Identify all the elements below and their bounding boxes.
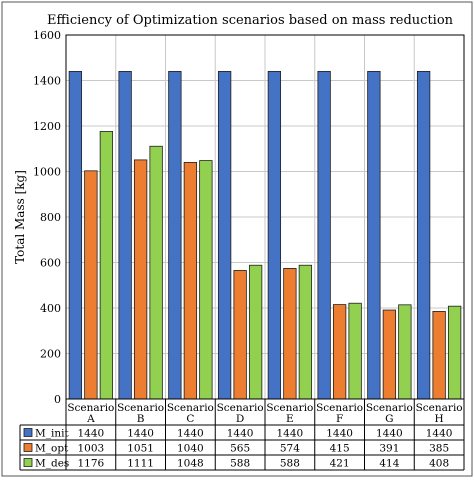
chart-title: Efficiency of Optimization scenarios bas… <box>47 13 454 28</box>
category-label: D <box>236 413 244 425</box>
category-label: Scenario <box>266 402 313 414</box>
table-cell-value: 1048 <box>177 458 204 470</box>
y-tick-label: 0 <box>54 393 61 406</box>
table-cell-value: 1440 <box>127 428 154 440</box>
table-cell-value: 385 <box>429 443 449 455</box>
table-cell-value: 1440 <box>177 428 204 440</box>
category-label: G <box>385 413 393 425</box>
legend-label: M_opt <box>35 443 69 455</box>
table-cell-value: 1051 <box>127 443 154 455</box>
bar-m-des-e <box>298 264 313 400</box>
y-tick-labels: 0 200 400 600 800 1000 1200 1400 1600 <box>33 29 61 406</box>
y-tick-label: 200 <box>40 348 61 361</box>
bar-m-init-d <box>217 71 232 400</box>
table-cell-value: 588 <box>280 458 300 470</box>
bar-m-opt-h <box>432 311 446 400</box>
table-cell-value: 1440 <box>376 428 403 440</box>
bar-m-init-h <box>416 71 431 400</box>
legend-label: M_des <box>35 458 69 470</box>
bar-m-opt-d <box>233 270 247 400</box>
table-cell-value: 1440 <box>426 428 453 440</box>
category-label: Scenario <box>366 402 413 414</box>
gridlines <box>66 34 464 400</box>
table-cell-value: 565 <box>230 443 250 455</box>
table-cell-value: 1111 <box>127 458 154 470</box>
bar-m-opt-f <box>332 304 347 400</box>
bar-m-des-h <box>447 305 462 400</box>
y-tick-label: 1200 <box>33 120 61 133</box>
y-tick-label: 1000 <box>33 166 61 179</box>
legend-key <box>23 428 33 437</box>
category-label: H <box>435 413 444 425</box>
y-tick-label: 800 <box>40 211 61 224</box>
table-cell-value: 588 <box>230 458 250 470</box>
category-label: Scenario <box>167 402 214 414</box>
category-label: E <box>286 413 294 425</box>
legend-key <box>23 443 33 452</box>
category-label: Scenario <box>316 402 363 414</box>
bar-m-opt-g <box>382 309 397 400</box>
table-cell-value: 414 <box>379 458 399 470</box>
y-tick-label: 600 <box>40 257 61 270</box>
table-cell-value: 391 <box>379 443 399 455</box>
bar-m-init-e <box>267 71 282 400</box>
bar-m-init-c <box>168 71 182 400</box>
bar-m-opt-e <box>283 268 297 400</box>
table-cell-value: 1040 <box>177 443 204 455</box>
y-tick-label: 1400 <box>33 75 61 88</box>
bar-m-init-a <box>68 71 83 400</box>
table-cell-value: 1440 <box>277 428 304 440</box>
bar-m-des-d <box>248 264 263 400</box>
bar-m-des-a <box>99 131 114 400</box>
bar-m-opt-b <box>133 159 148 400</box>
category-label: Scenario <box>117 402 164 414</box>
y-axis-label: Total Mass [kg] <box>13 170 27 264</box>
bar-m-des-f <box>348 302 362 400</box>
bar-m-opt-c <box>183 161 198 400</box>
data-table: ScenarioAScenarioBScenarioCScenarioDScen… <box>19 398 465 471</box>
table-cell-value: 408 <box>429 458 449 470</box>
bar-m-init-b <box>118 71 132 400</box>
category-label: B <box>137 413 145 425</box>
legend-key <box>23 458 33 467</box>
bar-m-des-b <box>149 145 163 400</box>
table-cell-value: 1440 <box>78 428 105 440</box>
category-label: Scenario <box>67 402 114 414</box>
y-tick-label: 400 <box>40 302 61 315</box>
category-label: Scenario <box>217 402 264 414</box>
table-cell-value: 1440 <box>227 428 254 440</box>
bar-m-des-g <box>398 304 412 400</box>
bars <box>68 71 462 400</box>
legend-label: M_init <box>35 428 69 440</box>
table-cell-value: 1176 <box>78 458 105 470</box>
category-label: F <box>336 413 343 425</box>
bar-m-init-f <box>317 71 331 400</box>
category-label: A <box>86 413 95 425</box>
table-cell-value: 1440 <box>326 428 353 440</box>
table-cell-value: 1003 <box>78 443 105 455</box>
bar-m-des-c <box>199 160 213 400</box>
table-cell-value: 415 <box>330 443 350 455</box>
bar-m-init-g <box>367 71 381 400</box>
y-tick-label: 1600 <box>33 29 61 42</box>
table-cell-value: 421 <box>330 458 350 470</box>
bar-m-opt-a <box>84 170 98 400</box>
table-cell-value: 574 <box>280 443 300 455</box>
category-label: Scenario <box>416 402 463 414</box>
category-label: C <box>186 413 194 425</box>
